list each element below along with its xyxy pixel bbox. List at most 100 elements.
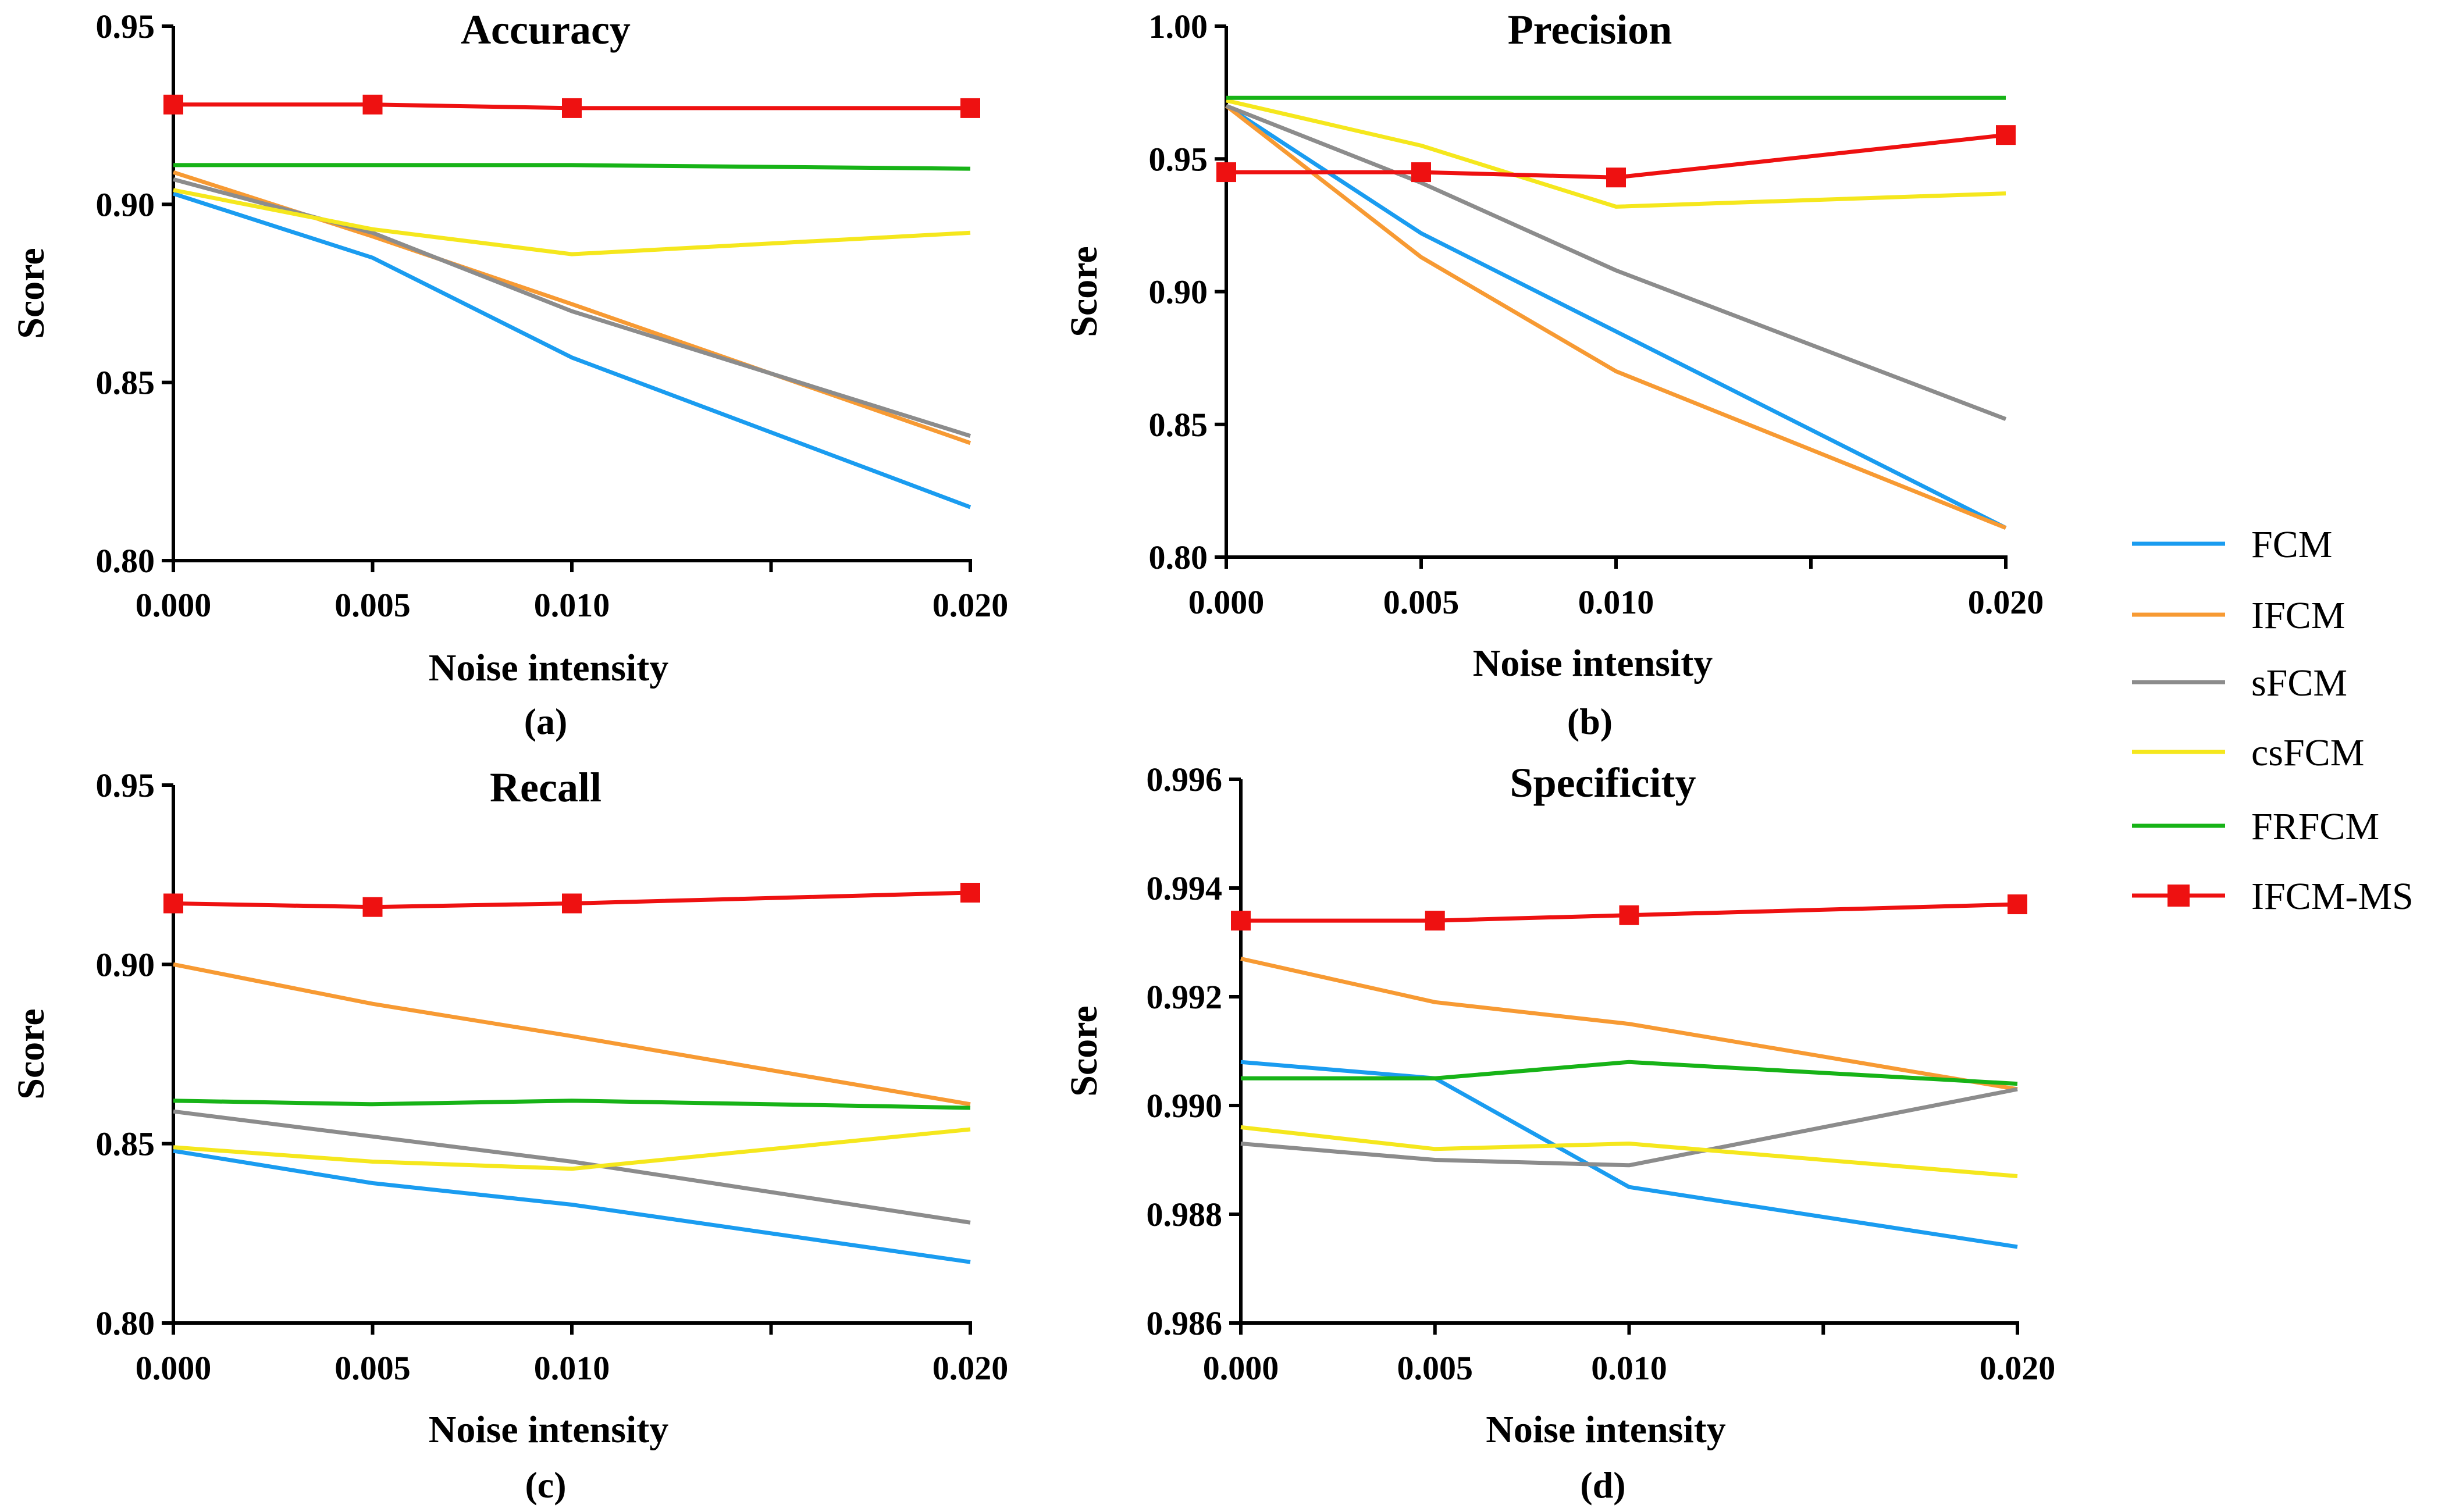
data-point-ifcm-ms [960,98,980,118]
series-line-fcm [173,1149,971,1264]
x-tick-label: 0.010 [534,1349,610,1387]
x-tick-label: 0.010 [1578,583,1654,621]
chart-title: Specificity [1510,759,1696,806]
x-tick-label: 0.005 [334,1349,411,1387]
y-tick-label: 0.992 [1147,978,1223,1016]
legend-label: csFCM [2251,732,2364,774]
y-tick-label: 0.990 [1147,1087,1223,1125]
legend-label: IFCM-MS [2251,875,2414,918]
x-tick-label: 0.020 [1968,583,2044,621]
series-line-csfcm [173,188,971,256]
chart-title: Precision [1508,6,1672,53]
legend-label: FCM [2251,523,2332,566]
y-tick-label: 0.95 [96,766,155,804]
y-tick-label: 1.00 [1149,8,1208,45]
chart-title: Accuracy [461,6,631,53]
x-tick-label: 0.000 [136,586,212,624]
series-line-ifcm [173,962,971,1107]
series-line-frfcm [1241,1060,2018,1086]
data-point-ifcm-ms [163,893,183,914]
data-point-ifcm-ms [1619,905,1639,925]
legend: FCM IFCM sFCM csFCM FRFCM IFCM-MS [2132,523,2414,918]
legend-label: sFCM [2251,662,2347,704]
series-line-ifcm-ms [173,890,971,910]
series-line-ifcm-ms [1226,133,2006,180]
chart-panel-1: 0.80 0.85 0.90 0.95 0.000 0.005 0.010 0.020 Accu… [10,6,1008,742]
series-line-fcm [172,191,971,509]
panel-label: (d) [1580,1464,1625,1506]
y-axis-label: Score [1063,1005,1105,1096]
data-point-ifcm-ms [960,883,980,903]
data-point-ifcm-ms [163,94,183,115]
legend-item-ifcm-ms: IFCM-MS [2132,875,2414,918]
panel-label: (c) [525,1464,566,1506]
legend-item-fcm: FCM [2132,523,2332,566]
series-line-sfcm [1240,1087,2018,1168]
y-tick-label: 0.80 [96,542,155,580]
data-point-ifcm-ms [562,893,582,914]
x-axis-label: Noise intensity [429,1408,669,1451]
x-tick-label: 0.005 [1383,583,1460,621]
data-point-ifcm-ms [2008,894,2027,915]
y-tick-label: 0.85 [1149,406,1208,444]
legend-item-csfcm: csFCM [2132,732,2364,774]
legend-label: FRFCM [2251,805,2379,848]
legend-item-sfcm: sFCM [2132,662,2347,704]
series-line-frfcm [173,1099,971,1110]
y-tick-label: 0.988 [1147,1196,1223,1233]
series-line-ifcm [1240,957,2018,1092]
series-line-ifcm-ms [1241,902,2018,923]
x-axis-label: Noise intensity [1473,642,1713,684]
y-tick-label: 0.85 [96,364,155,402]
y-tick-label: 0.90 [1149,273,1208,311]
data-point-ifcm-ms [1606,167,1626,188]
series-line-ifcm [1225,104,2007,530]
series-line-sfcm [173,1109,971,1225]
data-point-ifcm-ms [1216,162,1236,183]
series-line-ifcm-ms [173,102,970,110]
series-line-csfcm [1240,1125,2018,1178]
x-tick-label: 0.020 [933,586,1009,624]
x-tick-label: 0.005 [1397,1349,1474,1387]
series-line-fcm [1225,104,2007,530]
legend-item-frfcm: FRFCM [2132,805,2379,848]
y-axis-label: Score [1063,246,1105,337]
x-tick-label: 0.000 [136,1349,212,1387]
chart-title: Recall [490,764,602,811]
x-axis-label: Noise intensity [429,647,669,689]
data-point-ifcm-ms [1996,125,2016,145]
x-tick-label: 0.005 [334,586,411,624]
x-tick-label: 0.010 [1591,1349,1667,1387]
series-line-csfcm [173,1127,971,1171]
y-tick-label: 0.95 [1149,140,1208,178]
data-point-ifcm-ms [562,98,582,118]
y-axis-label: Score [10,1008,52,1099]
data-point-ifcm-ms [362,94,383,115]
chart-panel-3: 0.80 0.85 0.90 0.95 0.000 0.005 0.010 0.020 Reca… [10,764,1008,1506]
x-axis-label: Noise intensity [1486,1408,1726,1451]
x-tick-label: 0.010 [534,586,610,624]
legend-marker [2167,885,2190,907]
series-line-fcm [1240,1060,2018,1249]
data-point-ifcm-ms [1425,911,1445,931]
series-line-sfcm [1225,104,2007,421]
series-line-frfcm [173,163,971,171]
y-tick-label: 0.996 [1147,761,1223,798]
y-tick-label: 0.85 [96,1125,155,1163]
legend-item-ifcm: IFCM [2132,594,2345,637]
x-tick-label: 0.020 [1980,1349,2056,1387]
y-tick-label: 0.95 [96,8,155,45]
y-tick-label: 0.986 [1147,1304,1223,1342]
series-line-sfcm [173,177,971,438]
y-axis-label: Score [10,248,52,338]
chart-panel-4: 0.986 0.988 0.990 0.992 0.994 0.996 0.000 0.005… [1063,759,2055,1506]
x-tick-label: 0.020 [933,1349,1009,1387]
data-point-ifcm-ms [362,897,383,917]
x-tick-label: 0.000 [1188,583,1265,621]
x-tick-label: 0.000 [1203,1349,1279,1387]
y-tick-label: 0.80 [96,1304,155,1342]
panel-label: (b) [1567,701,1613,742]
y-tick-label: 0.994 [1147,869,1223,907]
data-point-ifcm-ms [1231,911,1251,931]
